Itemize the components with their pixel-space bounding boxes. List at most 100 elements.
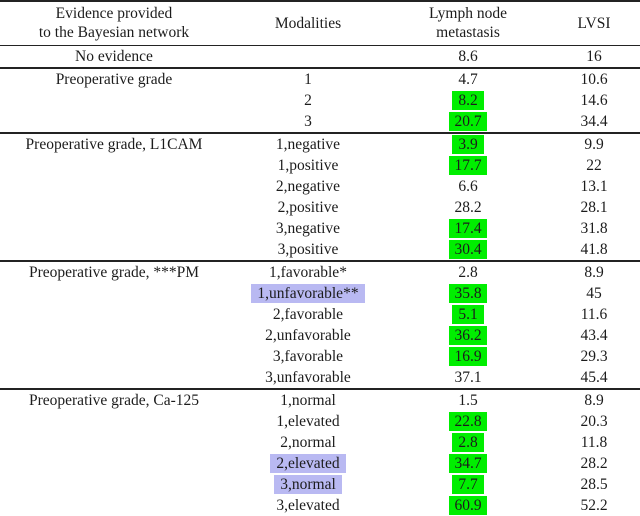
modality-cell: 3,unfavorable [228, 367, 388, 389]
modality-value: 3,unfavorable [265, 369, 351, 386]
modality-value: 1,favorable* [269, 264, 347, 281]
lymph-node-value: 6.6 [458, 178, 478, 195]
table-row: Preoperative grade 1 4.7 10.6 [0, 67, 640, 90]
modality-cell: 1,normal [228, 388, 388, 411]
table-row: Preoperative grade, ***PM 1,favorable* 2.8… [0, 260, 640, 283]
evidence-cell [0, 155, 228, 176]
lvsi-cell: 28.5 [580, 476, 608, 493]
lymph-node-metastasis-cell: 2.8 [388, 432, 548, 453]
table-row: 2,unfavorable 36.2 43.4 [0, 325, 640, 346]
evidence-cell [0, 197, 228, 218]
modality-cell: 3,positive [228, 239, 388, 261]
lymph-node-metastasis-cell: 3.9 [388, 132, 548, 155]
table-row: Preoperative grade, L1CAM 1,negative 3.9 9.… [0, 132, 640, 155]
modality-cell: 2,positive [228, 197, 388, 218]
modality-value: 2,unfavorable [265, 327, 351, 344]
lymph-node-metastasis-cell: 34.7 [388, 453, 548, 474]
table-row: 3,unfavorable 37.1 45.4 [0, 367, 640, 389]
lymph-node-highlighted-value: 5.1 [452, 305, 484, 324]
modality-value: 3,positive [277, 241, 339, 258]
table-row: 3,normal 7.7 28.5 [0, 474, 640, 495]
table-row: 3 20.7 34.4 [0, 111, 640, 133]
modality-value: 2,favorable [272, 306, 344, 323]
lymph-node-highlighted-value: 35.8 [449, 284, 487, 303]
evidence-cell [0, 411, 228, 432]
evidence-cell [0, 346, 228, 367]
table-row: 3,positive 30.4 41.8 [0, 239, 640, 261]
modality-cell: 3,negative [228, 218, 388, 239]
lymph-node-metastasis-cell: 7.7 [388, 474, 548, 495]
lymph-node-highlighted-value: 36.2 [449, 326, 487, 345]
lymph-node-metastasis-cell: 30.4 [388, 239, 548, 261]
lymph-node-highlighted-value: 16.9 [449, 347, 487, 366]
lymph-node-metastasis-cell: 4.7 [388, 67, 548, 90]
lymph-node-highlighted-value: 34.7 [449, 454, 487, 473]
lymph-node-highlighted-value: 17.7 [449, 156, 487, 175]
header-row: Evidence provided to the Bayesian networ… [0, 1, 640, 46]
table-row: 1,unfavorable** 35.8 45 [0, 283, 640, 304]
modality-value: 3,elevated [276, 497, 340, 514]
table-header: Evidence provided to the Bayesian networ… [0, 1, 640, 46]
lymph-node-metastasis-cell: 17.4 [388, 218, 548, 239]
header-evidence-column: Evidence provided to the Bayesian networ… [0, 1, 228, 46]
modality-value: 2,negative [275, 178, 341, 195]
modality-highlighted-value: 3,normal [274, 475, 342, 494]
modality-cell: 1,elevated [228, 411, 388, 432]
modality-cell: 2 [228, 90, 388, 111]
lymph-node-metastasis-cell: 8.6 [388, 46, 548, 69]
lymph-node-metastasis-cell: 17.7 [388, 155, 548, 176]
lvsi-cell: 8.9 [548, 388, 640, 411]
table-row: 3,negative 17.4 31.8 [0, 218, 640, 239]
table-row: 3,favorable 16.9 29.3 [0, 346, 640, 367]
modality-cell: 1,unfavorable** [228, 283, 388, 304]
lvsi-cell: 52.2 [580, 497, 608, 514]
lvsi-cell: 45 [586, 285, 602, 302]
lymph-node-highlighted-value: 22.8 [449, 412, 487, 431]
lvsi-cell: 29.3 [580, 348, 608, 365]
header-lvsi-column: LVSI [548, 1, 640, 46]
evidence-cell [0, 90, 228, 111]
evidence-cell: No evidence [75, 48, 153, 65]
modality-highlighted-value: 1,unfavorable** [251, 284, 365, 303]
lvsi-cell: 34.4 [580, 113, 608, 130]
table-row: No evidence 8.6 16 [0, 46, 640, 69]
lymph-node-metastasis-cell: 22.8 [388, 411, 548, 432]
modality-cell [228, 46, 388, 69]
evidence-cell: Preoperative grade [0, 67, 228, 90]
header-modalities-column: Modalities [228, 1, 388, 46]
modality-cell: 2,unfavorable [228, 325, 388, 346]
lymph-node-highlighted-value: 8.2 [452, 91, 484, 110]
lvsi-cell: 28.1 [580, 199, 608, 216]
modality-cell: 3 [228, 111, 388, 133]
header-lymph-line1: Lymph node [429, 5, 507, 22]
lymph-node-highlighted-value: 30.4 [449, 240, 487, 259]
modality-value: 1,normal [280, 392, 336, 409]
lymph-node-value: 37.1 [454, 369, 482, 386]
header-evidence-line1: Evidence provided [55, 5, 173, 22]
lvsi-cell: 16 [586, 48, 602, 65]
lymph-node-value: 2.8 [458, 264, 478, 281]
lymph-node-value: 28.2 [454, 199, 482, 216]
table-row: 2,normal 2.8 11.8 [0, 432, 640, 453]
lymph-node-metastasis-cell: 16.9 [388, 346, 548, 367]
header-lymph-node-column: Lymph node metastasis [388, 1, 548, 46]
modality-cell: 1,favorable* [228, 260, 388, 283]
lvsi-cell: 43.4 [580, 327, 608, 344]
lvsi-cell: 11.6 [580, 306, 608, 323]
lymph-node-value: 8.6 [458, 48, 478, 65]
evidence-cell [0, 176, 228, 197]
lvsi-cell: 14.6 [580, 92, 608, 109]
lvsi-cell: 11.8 [580, 434, 608, 451]
lymph-node-metastasis-cell: 2.8 [388, 260, 548, 283]
modality-highlighted-value: 2,elevated [270, 454, 346, 473]
table-row: 3,elevated 60.9 52.2 [0, 495, 640, 516]
evidence-cell [0, 474, 228, 495]
evidence-cell [0, 111, 228, 133]
evidence-cell [0, 325, 228, 346]
lymph-node-highlighted-value: 17.4 [449, 219, 487, 238]
lymph-node-highlighted-value: 7.7 [452, 475, 484, 494]
modality-value: 2,normal [280, 434, 336, 451]
lvsi-cell: 10.6 [548, 67, 640, 90]
modality-cell: 3,favorable [228, 346, 388, 367]
